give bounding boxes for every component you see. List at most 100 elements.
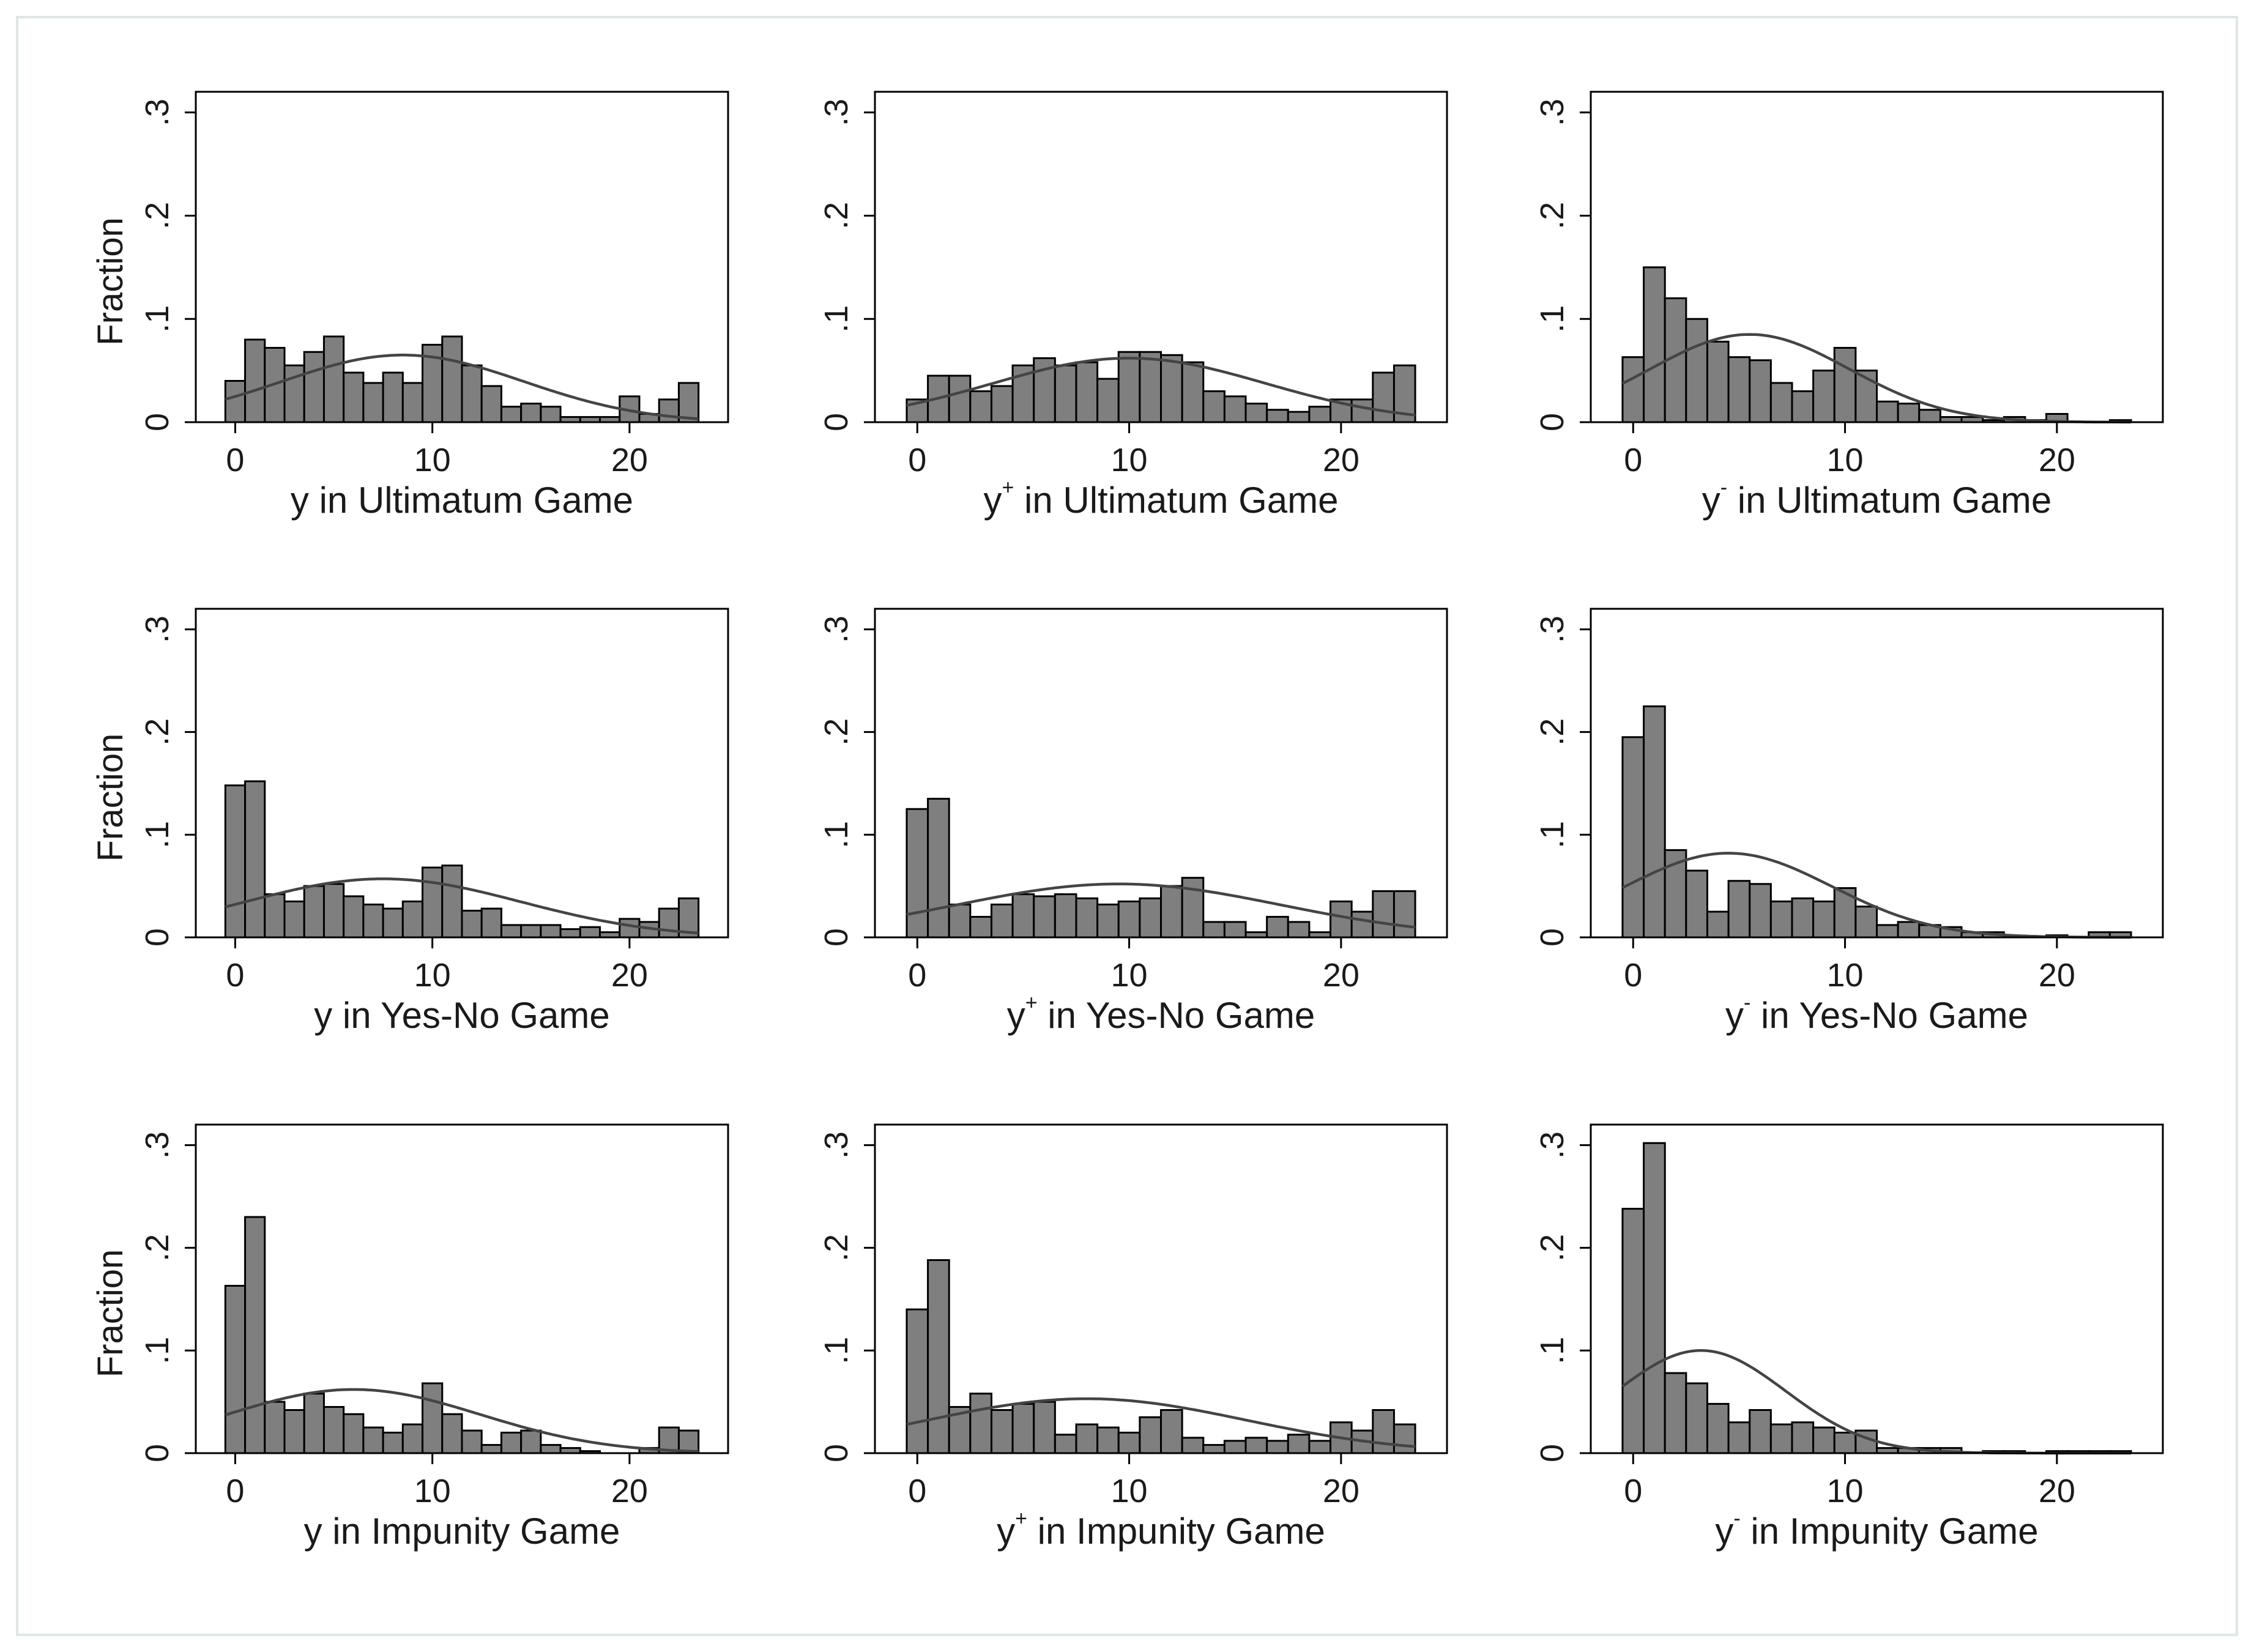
histogram-bar: [520, 1429, 542, 1454]
x-tick-label: 0: [1624, 1473, 1642, 1509]
x-tick-label: 20: [1323, 1473, 1359, 1509]
histogram-panel-4: 0 10 20 0 .1 .2 .3 Fraction y in Yes-No Game: [91, 608, 729, 1036]
y-tick-label: .1: [818, 1337, 855, 1364]
histogram-bar: [1621, 736, 1645, 939]
histogram-bar: [322, 883, 345, 939]
x-axis-title: y- in Impunity Game: [1715, 1507, 2038, 1552]
histogram-bar: [480, 1444, 502, 1454]
histogram-bar: [1223, 921, 1247, 939]
x-axis-title: y in Ultimatum Game: [291, 480, 633, 521]
x-axis-title-text: in Yes-No Game: [332, 995, 610, 1036]
histogram-bar: [1160, 885, 1183, 939]
histogram-bar: [283, 900, 305, 939]
histogram-bar: [1287, 921, 1311, 939]
histogram-bar: [441, 1413, 463, 1454]
histogram-bar: [1287, 1434, 1311, 1454]
histogram-panel-5: 0 10 20 0 .1 .2 .3 y+ in Yes-No Game: [818, 608, 1448, 1036]
x-tick-label: 20: [611, 957, 648, 994]
x-axis-title-text: in Yes-No Game: [1038, 995, 1315, 1036]
y-tick-label: 0: [1534, 413, 1571, 431]
histogram-bar: [264, 893, 286, 939]
histogram-bar: [1011, 1402, 1035, 1454]
x-tick-label: 0: [226, 1473, 244, 1509]
histogram-bar: [1749, 883, 1772, 939]
histogram-bar: [1727, 880, 1751, 939]
histogram-bar: [264, 1401, 286, 1454]
y-tick-label: .1: [1534, 821, 1571, 849]
x-tick-label: 20: [611, 442, 648, 478]
histogram-bar: [1812, 900, 1836, 939]
x-tick-label: 20: [2039, 957, 2075, 994]
histogram-bar: [303, 351, 325, 423]
x-tick-label: 10: [1111, 957, 1148, 994]
histogram-bar: [927, 1259, 950, 1454]
histogram-bar: [1812, 370, 1836, 423]
y-tick-label: .3: [1534, 1131, 1571, 1159]
y-tick-label: .1: [139, 1337, 176, 1364]
normal-density-curve: [225, 1388, 699, 1453]
histogram-bar: [990, 903, 1014, 939]
y-tick-label: .2: [818, 1234, 855, 1262]
x-axis-title: y- in Ultimatum Game: [1702, 476, 2051, 521]
x-tick-label: 20: [611, 1473, 648, 1509]
histogram-bar: [1160, 354, 1183, 423]
x-axis-title: y in Impunity Game: [304, 1511, 620, 1552]
histogram-bar: [1643, 1142, 1666, 1454]
x-axis-title: y+ in Ultimatum Game: [984, 476, 1339, 521]
y-tick-label: .3: [139, 99, 176, 126]
y-axis-title: Fraction: [91, 217, 130, 346]
y-tick-label: .2: [1534, 718, 1571, 746]
histogram-bar: [540, 924, 562, 939]
histogram-bar: [1350, 910, 1374, 939]
histogram-bar: [1621, 356, 1645, 423]
histogram-bar: [1139, 897, 1162, 939]
histogram-bar: [1075, 897, 1099, 939]
x-tick-label: 10: [1827, 957, 1864, 994]
histogram-bar: [1393, 890, 1416, 939]
histogram-bar: [1075, 361, 1099, 423]
histogram-bar: [1181, 1437, 1205, 1454]
histogram-bar: [343, 1413, 365, 1454]
histogram-bar: [540, 406, 562, 423]
histogram-bar: [658, 398, 680, 423]
histogram-bar: [1833, 1431, 1857, 1454]
histogram-bar: [1769, 382, 1793, 423]
histogram-bar: [1643, 705, 1666, 939]
histogram-bar: [303, 1393, 325, 1454]
histogram-bar: [619, 918, 641, 939]
histogram-panel-7: 0 10 20 0 .1 .2 .3 Fraction y in Impunity Game: [91, 1123, 729, 1552]
histogram-bar: [1706, 910, 1730, 939]
plot-frame: [195, 608, 729, 939]
normal-density-curve: [906, 882, 1416, 929]
x-axis-title-superscript: -: [1744, 991, 1750, 1014]
histogram-bar: [1054, 364, 1077, 423]
histogram-bar: [1372, 1409, 1395, 1454]
histogram-bar: [1096, 903, 1120, 939]
x-tick-label: 10: [414, 1473, 451, 1509]
plot-frame: [195, 1123, 729, 1454]
y-tick-label: 0: [1534, 928, 1571, 947]
histogram-bar: [1372, 371, 1395, 423]
y-tick-label: .2: [139, 718, 176, 746]
x-axis-title: y+ in Yes-No Game: [1007, 991, 1315, 1036]
x-axis-title-text: in Impunity Game: [322, 1511, 620, 1552]
histogram-bar: [1244, 403, 1268, 423]
x-tick-label: 10: [1111, 1473, 1148, 1509]
histogram-bar: [1139, 1416, 1162, 1454]
y-tick-label: .1: [139, 821, 176, 849]
y-tick-label: .1: [818, 305, 855, 333]
x-axis-title-variable: y: [1702, 480, 1720, 521]
histogram-bar: [1117, 351, 1141, 423]
histogram-panel-2: 0 10 20 0 .1 .2 .3 y+ in Ultimatum Game: [818, 91, 1448, 521]
x-axis-title: y in Yes-No Game: [314, 995, 610, 1036]
histogram-bar: [1643, 266, 1666, 423]
y-tick-label: .3: [818, 1131, 855, 1159]
x-axis-title: y+ in Impunity Game: [997, 1507, 1325, 1552]
histogram-bar: [906, 1308, 929, 1454]
x-axis-title-variable: y: [1715, 1511, 1733, 1552]
histogram-bar: [559, 928, 581, 939]
x-axis-title-variable: y: [997, 1511, 1015, 1552]
x-axis-title-text: in Ultimatum Game: [1014, 480, 1338, 521]
plot-frame: [1590, 1123, 2164, 1454]
